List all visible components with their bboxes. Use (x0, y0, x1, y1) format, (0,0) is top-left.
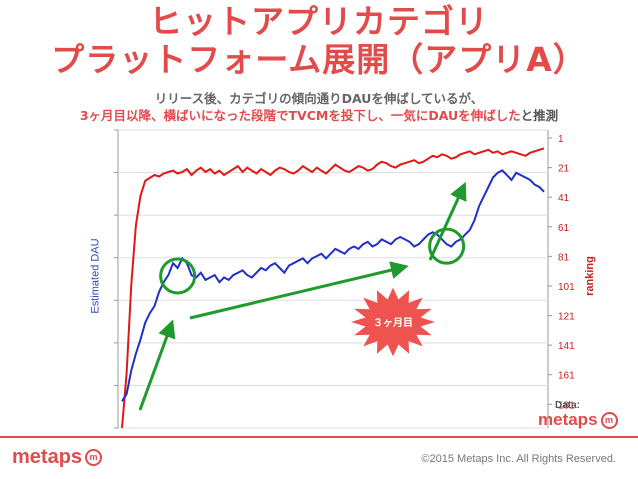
trend-arrow-2 (189, 261, 409, 320)
right-tick-label: 61 (558, 223, 570, 234)
right-tick-label: 141 (558, 341, 575, 352)
right-tick-label: 161 (558, 371, 575, 382)
chart-logo-text: metaps (538, 410, 598, 429)
footer-logo-mark: m (85, 449, 103, 467)
footer-logo-text: metaps (12, 446, 83, 468)
right-tick-label: 121 (558, 312, 575, 323)
footer-logo: metaps m (12, 446, 103, 469)
right-tick-label: 101 (558, 282, 575, 293)
burst-annotation-shape (351, 287, 435, 357)
footer-divider (0, 436, 638, 438)
dau-series-line (121, 169, 545, 402)
data-source-label: Data: (555, 400, 581, 411)
copyright-text: ©2015 Metaps Inc. All Rights Reserved. (421, 453, 616, 465)
chart-logo: metaps m (538, 410, 618, 430)
ranking-series-line (121, 147, 545, 429)
slide-title-line1: ヒットアプリカテゴリ (149, 2, 489, 41)
right-tick-label: 181 (558, 400, 575, 411)
y-axis-label: Estimated DAU (89, 238, 102, 314)
trend-arrow-1 (138, 319, 176, 411)
right-tick-label: 81 (558, 252, 570, 263)
chart-logo-mark: m (600, 412, 618, 430)
subtitle-line1: リリース後、カテゴリの傾向通りDAUを伸ばしているが、 (154, 91, 484, 106)
right-tick-label: 21 (558, 164, 570, 175)
y2-axis-label: ranking (583, 256, 596, 296)
tvcm-highlight-circle (428, 227, 466, 265)
subtitle-highlight: 3ヶ月目以降、横ばいになった段階でTVCMを投下し、一気にDAUを伸ばした (79, 108, 521, 123)
right-tick-label: 1 (558, 134, 564, 145)
burst-annotation-label: ３ヶ月目 (373, 317, 413, 329)
subtitle-line2: 3ヶ月目以降、横ばいになった段階でTVCMを投下し、一気にDAUを伸ばしたと推測 (0, 107, 638, 124)
right-tick-label: 41 (558, 193, 570, 204)
trend-arrow-3 (428, 181, 467, 261)
slide-title-line2: プラットフォーム展開（アプリA） (51, 40, 587, 79)
plateau-highlight-circle (159, 257, 197, 295)
subtitle-plain: と推測 (520, 108, 559, 123)
